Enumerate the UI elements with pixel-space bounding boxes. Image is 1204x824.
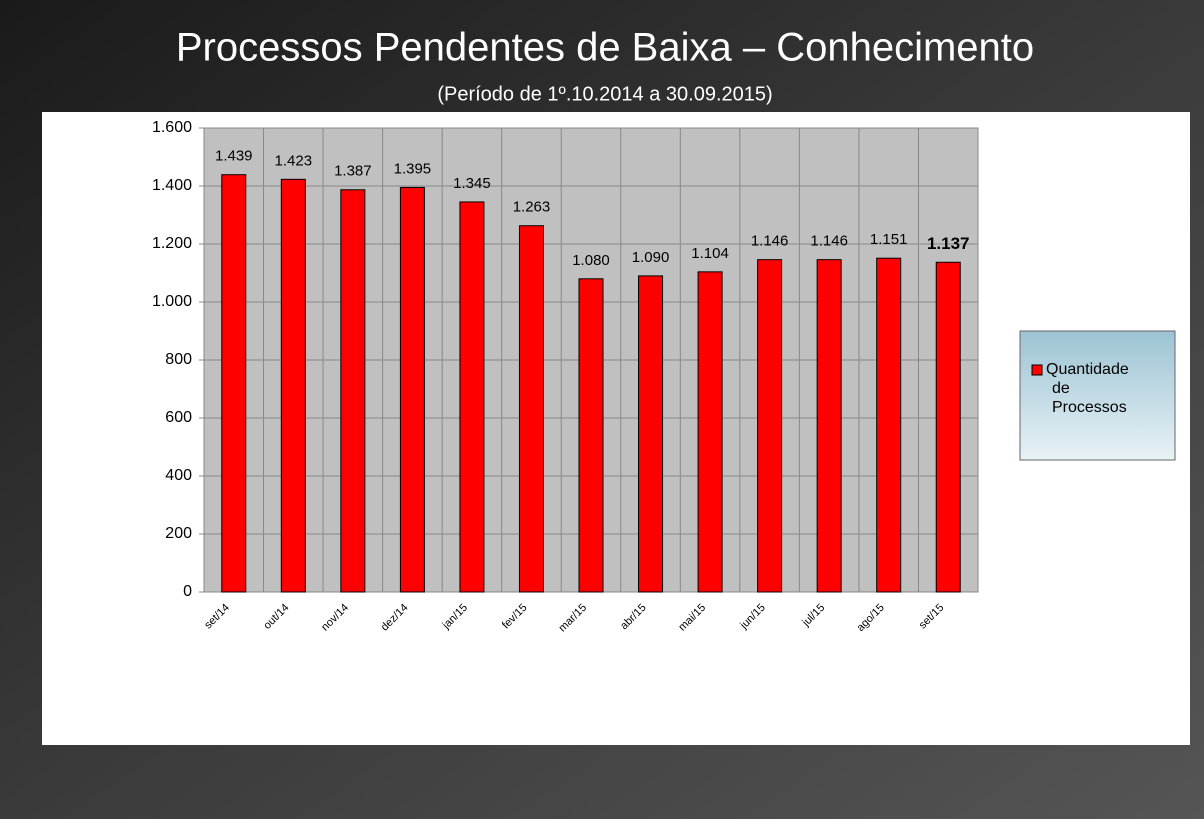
legend: Quantidade de Processos [1019, 330, 1176, 461]
data-label: 1.439 [215, 148, 253, 165]
y-tick-label: 1.000 [152, 293, 192, 310]
data-label: 1.090 [632, 249, 670, 266]
bar [399, 186, 425, 593]
chart-subtitle: (Período de 1º.10.2014 a 30.09.2015) [437, 83, 772, 105]
data-label: 1.151 [870, 231, 908, 248]
bar [280, 178, 306, 593]
data-label: 1.423 [275, 152, 313, 169]
bar [518, 225, 544, 593]
chart-title: Processos Pendentes de Baixa – Conhecime… [176, 26, 1034, 70]
bar [459, 201, 485, 593]
legend-swatch [1031, 364, 1043, 376]
legend-label: Quantidade de Processos [1046, 361, 1129, 416]
data-label: 1.146 [751, 233, 789, 250]
data-label: 1.104 [691, 245, 729, 262]
bar [935, 261, 961, 593]
y-tick-label: 1.600 [152, 119, 192, 136]
bar [816, 259, 842, 593]
bar [221, 174, 247, 593]
data-label: 1.146 [810, 233, 848, 250]
data-label: 1.137 [927, 234, 970, 253]
bar [697, 271, 723, 593]
y-tick-label: 0 [183, 583, 192, 600]
y-tick-label: 400 [165, 467, 192, 484]
bar [578, 278, 604, 593]
y-tick-label: 1.200 [152, 235, 192, 252]
y-tick-label: 1.400 [152, 177, 192, 194]
data-label: 1.263 [513, 199, 551, 216]
y-tick-label: 600 [165, 409, 192, 426]
data-label: 1.387 [334, 163, 372, 180]
bar [757, 259, 783, 593]
bar [876, 257, 902, 593]
y-tick-label: 800 [165, 351, 192, 368]
data-label: 1.395 [394, 160, 432, 177]
bar [638, 275, 664, 593]
data-label: 1.080 [572, 252, 610, 269]
legend-box [1019, 330, 1176, 461]
data-label: 1.345 [453, 175, 491, 192]
y-tick-label: 200 [165, 525, 192, 542]
bar [340, 189, 366, 593]
